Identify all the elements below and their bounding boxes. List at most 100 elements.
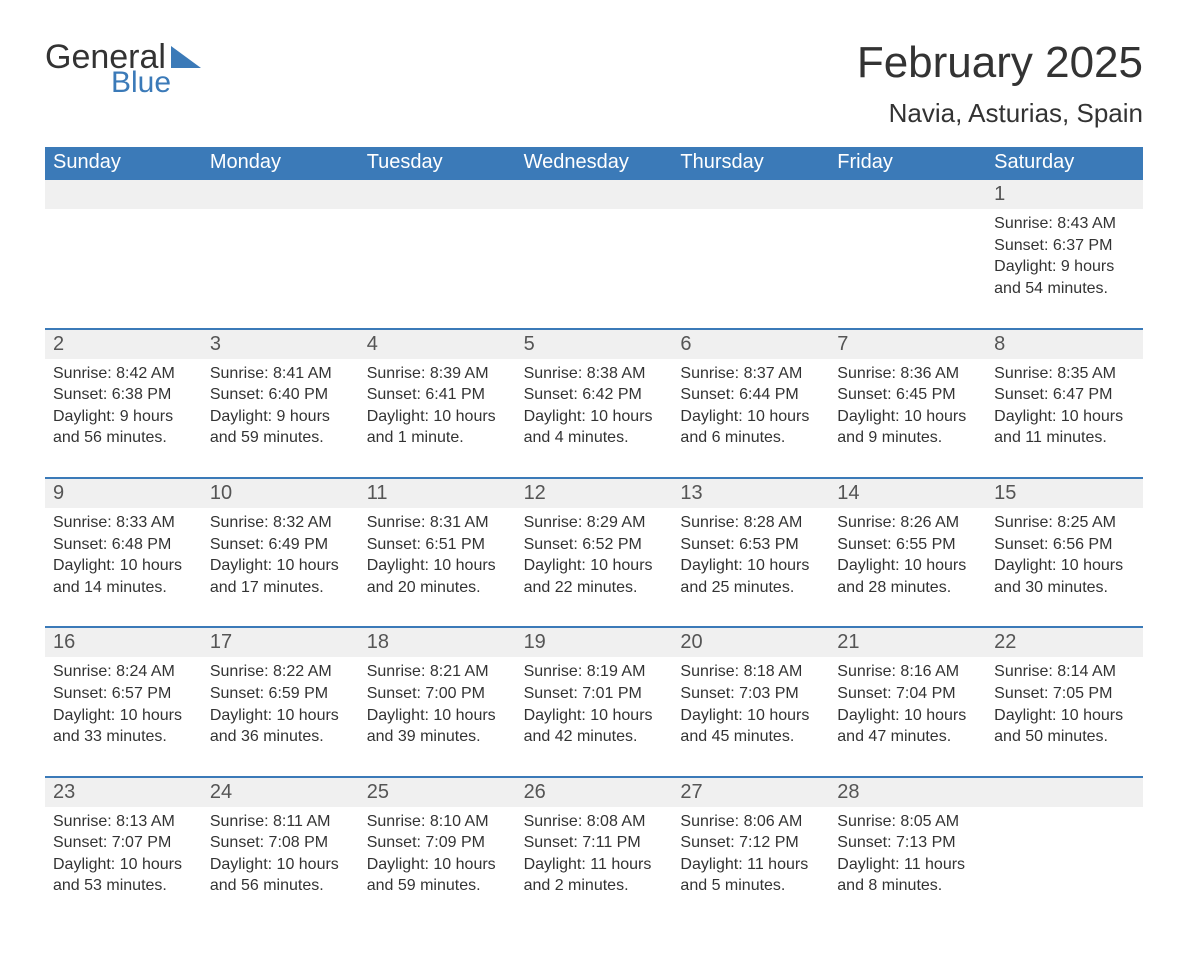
sunset-text: Sunset: 6:55 PM [837,534,978,556]
day-cell: Sunrise: 8:36 AMSunset: 6:45 PMDaylight:… [829,359,986,449]
daycontent-row: Sunrise: 8:42 AMSunset: 6:38 PM Daylight:… [45,359,1143,477]
daylight-text: Daylight: 10 hours and 22 minutes. [524,555,665,598]
day-cell: Sunrise: 8:32 AMSunset: 6:49 PMDaylight:… [202,508,359,598]
daynum-row: 16171819202122 [45,628,1143,657]
sunrise-text: Sunrise: 8:22 AM [210,661,351,683]
daylight-text: Daylight: 10 hours and 25 minutes. [680,555,821,598]
sunrise-text: Sunrise: 8:16 AM [837,661,978,683]
day-cell: Sunrise: 8:06 AMSunset: 7:12 PMDaylight:… [672,807,829,897]
day-number: 21 [829,628,986,657]
day-cell: Sunrise: 8:38 AMSunset: 6:42 PMDaylight:… [516,359,673,449]
sunrise-text: Sunrise: 8:41 AM [210,363,351,385]
daylight-text: Daylight: 10 hours and 14 minutes. [53,555,194,598]
sunset-text: Sunset: 7:13 PM [837,832,978,854]
day-number: 5 [516,330,673,359]
day-number [359,180,516,209]
weekday-label: Monday [202,147,359,180]
daylight-text: Daylight: 10 hours and 50 minutes. [994,705,1135,748]
daylight-text: Daylight: 10 hours and 42 minutes. [524,705,665,748]
sunrise-text: Sunrise: 8:19 AM [524,661,665,683]
day-number: 6 [672,330,829,359]
calendar-week: 2345678 Sunrise: 8:42 AMSunset: 6:38 PM Da… [45,328,1143,477]
day-cell: Sunrise: 8:25 AMSunset: 6:56 PMDaylight:… [986,508,1143,598]
day-number [516,180,673,209]
sunset-text: Sunset: 6:59 PM [210,683,351,705]
sunset-text: Sunset: 6:44 PM [680,384,821,406]
daylight-text: Daylight: 10 hours and 9 minutes. [837,406,978,449]
sunset-text: Sunset: 6:38 PM [53,384,194,406]
day-cell [672,209,829,299]
sunset-text: Sunset: 6:42 PM [524,384,665,406]
day-number: 7 [829,330,986,359]
day-cell: Sunrise: 8:35 AMSunset: 6:47 PMDaylight:… [986,359,1143,449]
day-cell: Sunrise: 8:14 AMSunset: 7:05 PMDaylight:… [986,657,1143,747]
day-cell [829,209,986,299]
day-number: 19 [516,628,673,657]
calendar-week: 9101112131415Sunrise: 8:33 AMSunset: 6:4… [45,477,1143,626]
daylight-text: Daylight: 10 hours and 39 minutes. [367,705,508,748]
day-cell: Sunrise: 8:13 AMSunset: 7:07 PMDaylight:… [45,807,202,897]
day-cell: Sunrise: 8:43 AMSunset: 6:37 PMDaylight:… [986,209,1143,299]
daylight-text: Daylight: 10 hours and 53 minutes. [53,854,194,897]
daylight-text: Daylight: 10 hours and 1 minute. [367,406,508,449]
logo: General Blue [45,40,201,98]
sunrise-text: Sunrise: 8:06 AM [680,811,821,833]
day-cell: Sunrise: 8:37 AMSunset: 6:44 PMDaylight:… [672,359,829,449]
day-number [986,778,1143,807]
sunrise-text: Sunrise: 8:39 AM [367,363,508,385]
sunset-text: Sunset: 7:12 PM [680,832,821,854]
day-number [672,180,829,209]
day-cell: Sunrise: 8:28 AMSunset: 6:53 PMDaylight:… [672,508,829,598]
daynum-row: 2345678 [45,330,1143,359]
sunrise-text: Sunrise: 8:42 AM [53,363,194,385]
day-number: 14 [829,479,986,508]
sunrise-text: Sunrise: 8:43 AM [994,213,1135,235]
daylight-text: Daylight: 10 hours and 33 minutes. [53,705,194,748]
sunrise-text: Sunrise: 8:11 AM [210,811,351,833]
daycontent-row: Sunrise: 8:33 AMSunset: 6:48 PMDaylight:… [45,508,1143,626]
sunrise-text: Sunrise: 8:21 AM [367,661,508,683]
daylight-text: Daylight: 9 hours and 59 minutes. [210,406,351,449]
day-cell: Sunrise: 8:41 AMSunset: 6:40 PMDaylight:… [202,359,359,449]
sunrise-text: Sunrise: 8:05 AM [837,811,978,833]
daycontent-row: Sunrise: 8:43 AMSunset: 6:37 PMDaylight:… [45,209,1143,327]
day-number: 11 [359,479,516,508]
day-number: 13 [672,479,829,508]
sunrise-text: Sunrise: 8:25 AM [994,512,1135,534]
sunrise-text: Sunrise: 8:13 AM [53,811,194,833]
day-number: 28 [829,778,986,807]
sunset-text: Sunset: 7:03 PM [680,683,821,705]
sunrise-text: Sunrise: 8:33 AM [53,512,194,534]
sunrise-text: Sunrise: 8:28 AM [680,512,821,534]
sunrise-text: Sunrise: 8:14 AM [994,661,1135,683]
sunset-text: Sunset: 6:37 PM [994,235,1135,257]
logo-triangle-icon [171,46,201,68]
daylight-text: Daylight: 10 hours and 17 minutes. [210,555,351,598]
day-cell: Sunrise: 8:22 AMSunset: 6:59 PMDaylight:… [202,657,359,747]
sunset-text: Sunset: 7:00 PM [367,683,508,705]
daylight-text: Daylight: 11 hours and 8 minutes. [837,854,978,897]
day-number: 26 [516,778,673,807]
weekday-label: Saturday [986,147,1143,180]
sunrise-text: Sunrise: 8:37 AM [680,363,821,385]
weekday-header: Sunday Monday Tuesday Wednesday Thursday… [45,147,1143,180]
daylight-text: Daylight: 10 hours and 59 minutes. [367,854,508,897]
daylight-text: Daylight: 10 hours and 28 minutes. [837,555,978,598]
calendar: Sunday Monday Tuesday Wednesday Thursday… [45,147,1143,915]
sunset-text: Sunset: 7:01 PM [524,683,665,705]
sunset-text: Sunset: 6:48 PM [53,534,194,556]
daynum-row: 232425262728 [45,778,1143,807]
day-cell: Sunrise: 8:18 AMSunset: 7:03 PMDaylight:… [672,657,829,747]
sunset-text: Sunset: 7:04 PM [837,683,978,705]
day-number: 8 [986,330,1143,359]
sunrise-text: Sunrise: 8:18 AM [680,661,821,683]
day-cell [45,209,202,299]
sunset-text: Sunset: 7:09 PM [367,832,508,854]
day-cell [516,209,673,299]
day-cell: Sunrise: 8:21 AMSunset: 7:00 PMDaylight:… [359,657,516,747]
daylight-text: Daylight: 10 hours and 56 minutes. [210,854,351,897]
day-number: 16 [45,628,202,657]
daylight-text: Daylight: 9 hours and 54 minutes. [994,256,1135,299]
day-number: 2 [45,330,202,359]
sunrise-text: Sunrise: 8:36 AM [837,363,978,385]
